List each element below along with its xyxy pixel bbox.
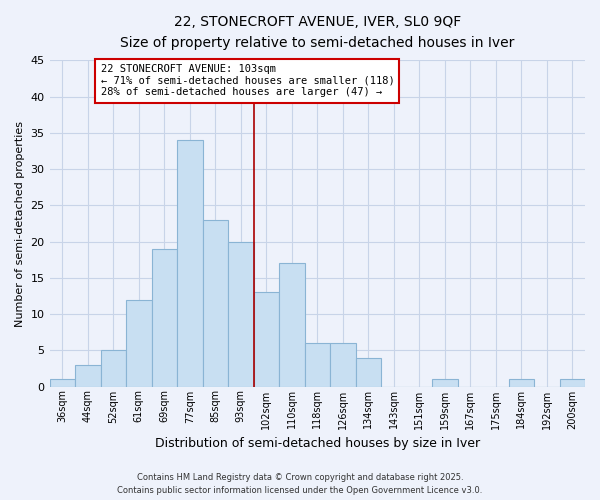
Bar: [330, 343, 356, 386]
Bar: [101, 350, 126, 386]
Bar: [177, 140, 203, 386]
Text: 22 STONECROFT AVENUE: 103sqm
← 71% of semi-detached houses are smaller (118)
28%: 22 STONECROFT AVENUE: 103sqm ← 71% of se…: [101, 64, 394, 98]
Bar: [279, 264, 305, 386]
X-axis label: Distribution of semi-detached houses by size in Iver: Distribution of semi-detached houses by …: [155, 437, 480, 450]
Text: Contains HM Land Registry data © Crown copyright and database right 2025.
Contai: Contains HM Land Registry data © Crown c…: [118, 474, 482, 495]
Bar: [75, 365, 101, 386]
Bar: [254, 292, 279, 386]
Bar: [152, 249, 177, 386]
Bar: [126, 300, 152, 386]
Bar: [560, 380, 585, 386]
Bar: [509, 380, 534, 386]
Y-axis label: Number of semi-detached properties: Number of semi-detached properties: [15, 120, 25, 326]
Bar: [305, 343, 330, 386]
Title: 22, STONECROFT AVENUE, IVER, SL0 9QF
Size of property relative to semi-detached : 22, STONECROFT AVENUE, IVER, SL0 9QF Siz…: [120, 15, 514, 50]
Bar: [50, 380, 75, 386]
Bar: [432, 380, 458, 386]
Bar: [356, 358, 381, 386]
Bar: [203, 220, 228, 386]
Bar: [228, 242, 254, 386]
